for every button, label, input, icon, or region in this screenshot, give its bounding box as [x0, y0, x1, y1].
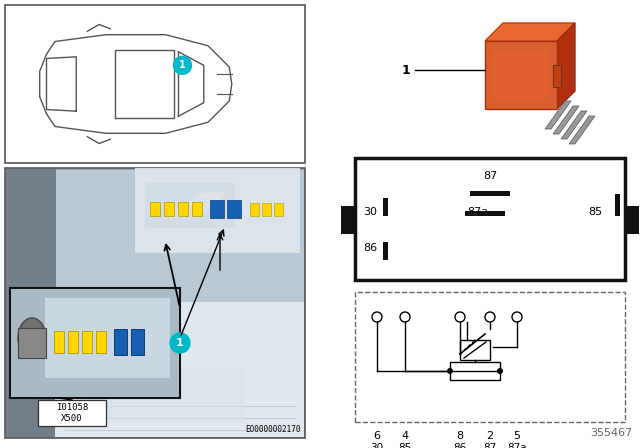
- Text: EO0000002170: EO0000002170: [246, 425, 301, 434]
- Text: I01058: I01058: [56, 404, 88, 413]
- Bar: [210, 200, 224, 218]
- Bar: [262, 203, 271, 216]
- Text: 85: 85: [588, 207, 602, 217]
- Circle shape: [447, 368, 453, 374]
- Polygon shape: [561, 111, 587, 139]
- Bar: [85, 368, 245, 423]
- Bar: [274, 203, 283, 216]
- Circle shape: [372, 312, 382, 322]
- Bar: [131, 329, 144, 355]
- Text: 1: 1: [401, 64, 410, 77]
- Circle shape: [512, 312, 522, 322]
- Circle shape: [497, 368, 503, 374]
- Polygon shape: [545, 101, 571, 129]
- Text: 87: 87: [483, 171, 497, 181]
- Bar: [485, 41, 557, 109]
- Bar: [465, 211, 505, 216]
- Text: 87a: 87a: [507, 443, 527, 448]
- Bar: [55, 302, 304, 437]
- Circle shape: [485, 312, 495, 322]
- Circle shape: [170, 333, 190, 353]
- Bar: [250, 203, 259, 216]
- Bar: [10, 288, 180, 398]
- Text: 87: 87: [483, 443, 497, 448]
- Bar: [178, 202, 188, 216]
- Bar: [5, 168, 305, 438]
- Bar: [625, 206, 639, 234]
- Bar: [96, 331, 106, 353]
- Text: 86: 86: [363, 243, 377, 253]
- Bar: [164, 202, 174, 216]
- Bar: [450, 362, 500, 380]
- Bar: [383, 198, 388, 216]
- Bar: [470, 191, 510, 196]
- Bar: [45, 298, 170, 378]
- Text: 87a: 87a: [467, 207, 488, 217]
- Text: 30: 30: [363, 207, 377, 217]
- Circle shape: [400, 312, 410, 322]
- Bar: [383, 242, 388, 260]
- Bar: [82, 331, 92, 353]
- Bar: [355, 292, 625, 422]
- Bar: [227, 200, 241, 218]
- Bar: [145, 183, 235, 228]
- Text: 85: 85: [398, 443, 412, 448]
- Bar: [135, 168, 300, 253]
- Text: X500: X500: [61, 414, 83, 422]
- Bar: [553, 65, 561, 87]
- Bar: [6, 170, 304, 308]
- Bar: [355, 158, 625, 280]
- Text: 86: 86: [453, 443, 467, 448]
- Bar: [38, 400, 106, 426]
- Bar: [192, 202, 202, 216]
- Text: 6: 6: [374, 431, 381, 441]
- Bar: [460, 340, 490, 360]
- Text: 30: 30: [371, 443, 383, 448]
- Bar: [341, 206, 355, 234]
- Polygon shape: [557, 23, 575, 109]
- Circle shape: [455, 312, 465, 322]
- Text: 2: 2: [486, 431, 493, 441]
- Bar: [11, 289, 179, 397]
- Bar: [6, 169, 56, 437]
- Bar: [493, 51, 549, 99]
- Text: 4: 4: [401, 431, 408, 441]
- Bar: [114, 329, 127, 355]
- Bar: [68, 331, 78, 353]
- Polygon shape: [553, 106, 579, 134]
- Text: 5: 5: [513, 431, 520, 441]
- Polygon shape: [569, 116, 595, 144]
- Text: 8: 8: [456, 431, 463, 441]
- Bar: [150, 202, 160, 216]
- Text: 355467: 355467: [589, 428, 632, 438]
- Bar: [615, 194, 620, 216]
- Bar: [18, 328, 46, 358]
- Text: 1: 1: [179, 60, 186, 70]
- Polygon shape: [485, 23, 575, 41]
- Bar: [54, 331, 64, 353]
- Bar: [6, 169, 304, 437]
- Bar: [5, 5, 305, 163]
- Text: 1: 1: [176, 338, 184, 348]
- Circle shape: [173, 56, 191, 74]
- Ellipse shape: [18, 318, 46, 358]
